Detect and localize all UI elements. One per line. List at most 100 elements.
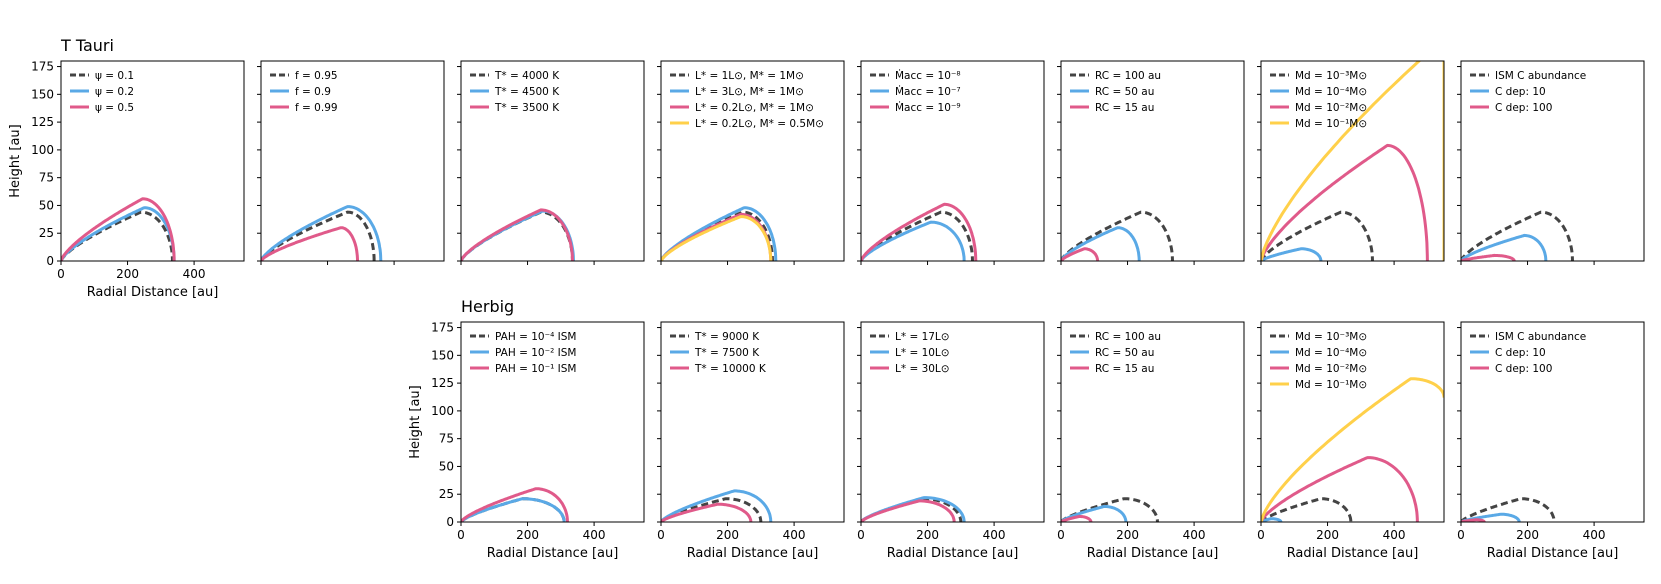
series-line-pink	[61, 197, 176, 261]
x-tick-label: 400	[1383, 528, 1406, 542]
series-group	[461, 208, 575, 261]
series-line-blue	[261, 205, 383, 261]
panel-ttauri-md: Md = 10⁻³M⊙ Md = 10⁻⁴M⊙ Md = 10⁻²M⊙ Md = 10…	[1257, 60, 1445, 265]
series-line-pink	[261, 226, 359, 261]
legend: T* = 9000 K T* = 7500 K T* = 10000 K	[670, 331, 767, 375]
series-line-pink	[1461, 518, 1486, 522]
series-line-blue	[661, 489, 773, 522]
legend: L* = 17L⊙ L* = 10L⊙ L* = 30L⊙	[870, 331, 950, 375]
legend-label: T* = 7500 K	[694, 347, 760, 359]
legend-label: L* = 3L⊙, M* = 1M⊙	[695, 86, 804, 98]
series-group	[1061, 210, 1174, 261]
x-tick-label: 400	[183, 267, 206, 281]
y-axis-label: Height [au]	[408, 385, 423, 458]
series-group	[1061, 497, 1159, 522]
series-line-blue	[461, 497, 566, 522]
x-axis-label: Radial Distance [au]	[1487, 546, 1619, 561]
legend-label: RC = 50 au	[1095, 86, 1154, 98]
axes-frame	[1060, 321, 1245, 523]
series-group	[861, 496, 966, 522]
series-line-black	[661, 497, 763, 522]
legend-label: ψ = 0.1	[95, 70, 134, 82]
legend: ISM C abundance C dep: 10 C dep: 100	[1470, 70, 1586, 114]
legend-label: T* = 4500 K	[494, 86, 560, 98]
axes-frame	[660, 60, 845, 262]
y-tick-label: 50	[39, 198, 54, 212]
series-line-pink	[1261, 143, 1429, 261]
x-tick-label: 200	[1316, 528, 1339, 542]
legend-label: ψ = 0.2	[95, 86, 134, 98]
y-tick-label: 125	[31, 115, 54, 129]
series-line-blue	[1261, 517, 1283, 522]
x-tick-label: 400	[1583, 528, 1606, 542]
series-line-yellow	[1261, 61, 1444, 261]
legend-label: RC = 15 au	[1095, 102, 1154, 114]
x-tick-label: 0	[57, 267, 65, 281]
y-tick-label: 50	[439, 459, 454, 473]
series-line-yellow	[661, 215, 773, 261]
axes-frame	[460, 321, 645, 523]
panel-ttauri-rc: RC = 100 au RC = 50 au RC = 15 au	[1057, 60, 1245, 265]
legend-label: T* = 4000 K	[494, 70, 560, 82]
y-tick-label: 175	[431, 321, 454, 335]
series-group	[661, 206, 778, 261]
legend: T* = 4000 K T* = 4500 K T* = 3500 K	[470, 70, 560, 114]
panel-herbig-tstar: 0 200 400 T* = 9000 K T* = 7500 K T* = 10000 …	[657, 321, 845, 561]
x-axis-label: Radial Distance [au]	[887, 546, 1019, 561]
legend-label: f = 0.95	[295, 70, 338, 82]
series-line-yellow	[1261, 377, 1444, 522]
legend-label: ISM C abundance	[1495, 331, 1586, 343]
legend-label: PAH = 10⁻⁴ ISM	[495, 331, 576, 343]
panel-ttauri-macc: Ṁacc = 10⁻⁸ Ṁacc = 10⁻⁷ Ṁacc = 10⁻⁹	[857, 60, 1045, 265]
axes-frame	[860, 321, 1045, 523]
legend: PAH = 10⁻⁴ ISM PAH = 10⁻² ISM PAH = 10⁻¹ I…	[470, 331, 576, 375]
legend-label: Md = 10⁻²M⊙	[1295, 363, 1367, 375]
legend-label: RC = 100 au	[1095, 70, 1161, 82]
x-axis-label: Radial Distance [au]	[1087, 546, 1219, 561]
series-group	[1261, 377, 1444, 522]
row-title-ttauri: T Tauri	[60, 36, 114, 55]
legend-label: L* = 0.2L⊙, M* = 1M⊙	[695, 102, 814, 114]
series-line-black	[1261, 210, 1374, 261]
panel-herbig-cdep: 0 200 400 ISM C abundance C dep: 10 C dep: 10…	[1457, 321, 1645, 561]
axes-frame	[1260, 60, 1445, 262]
axes-frame	[60, 60, 245, 262]
series-line-pink	[861, 202, 978, 261]
series-line-black	[1061, 497, 1159, 522]
panel-herbig-pah: 0 200 400 0 25 50 75 100 125 150 175 PAH = 10⁻⁴ ISM…	[408, 321, 645, 561]
legend: Ṁacc = 10⁻⁸ Ṁacc = 10⁻⁷ Ṁacc = 10⁻⁹	[870, 69, 961, 114]
legend: ISM C abundance C dep: 10 C dep: 100	[1470, 331, 1586, 375]
series-line-black	[861, 210, 974, 261]
axes-frame	[460, 60, 645, 262]
x-axis-label: Radial Distance [au]	[687, 546, 819, 561]
y-tick-label: 0	[46, 254, 54, 268]
series-line-black	[1261, 497, 1353, 522]
legend-label: RC = 15 au	[1095, 363, 1154, 375]
y-tick-label: 25	[439, 487, 454, 501]
legend-label: Ṁacc = 10⁻⁸	[895, 69, 961, 82]
panel-ttauri-cdep: ISM C abundance C dep: 10 C dep: 100	[1457, 60, 1645, 265]
panel-ttauri-lstar: L* = 1L⊙, M* = 1M⊙ L* = 3L⊙, M* = 1M⊙ L* =…	[657, 60, 845, 265]
x-axis-label: Radial Distance [au]	[487, 546, 619, 561]
series-group	[461, 487, 569, 522]
y-tick-label: 25	[39, 226, 54, 240]
legend-label: C dep: 10	[1495, 86, 1546, 98]
axes-frame	[1460, 321, 1645, 523]
panel-herbig-lstar: 0 200 400 L* = 17L⊙ L* = 10L⊙ L* = 30L⊙ Radial…	[857, 321, 1045, 561]
series-line-pink	[461, 487, 569, 522]
axes-frame	[660, 321, 845, 523]
x-tick-label: 400	[783, 528, 806, 542]
x-tick-label: 0	[1257, 528, 1265, 542]
series-line-black	[461, 210, 574, 261]
y-axis-label: Height [au]	[8, 124, 23, 197]
series-line-blue	[861, 220, 966, 261]
legend-label: Md = 10⁻¹M⊙	[1295, 118, 1367, 130]
series-line-pink	[461, 208, 574, 261]
legend: Md = 10⁻³M⊙ Md = 10⁻⁴M⊙ Md = 10⁻²M⊙ Md = 10…	[1270, 331, 1367, 391]
series-line-blue	[1261, 247, 1323, 261]
y-tick-label: 100	[431, 404, 454, 418]
x-tick-label: 0	[1057, 528, 1065, 542]
legend-label: L* = 10L⊙	[895, 347, 950, 359]
series-line-pink	[661, 502, 753, 522]
y-tick-label: 150	[31, 87, 54, 101]
